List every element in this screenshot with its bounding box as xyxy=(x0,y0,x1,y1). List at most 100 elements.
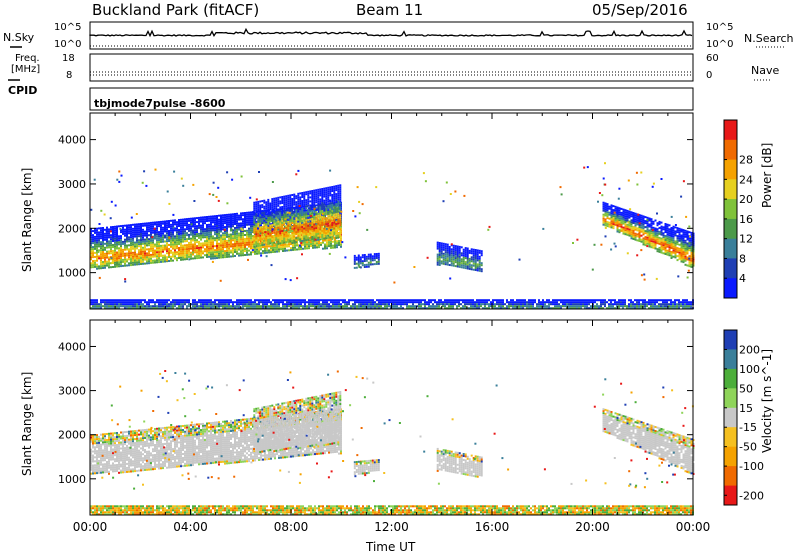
echo-cell xyxy=(150,305,152,308)
echo-cell xyxy=(150,241,152,244)
echo-cell xyxy=(668,228,671,231)
echo-cell xyxy=(375,253,378,255)
echo-cell xyxy=(299,236,302,239)
echo-cell xyxy=(158,251,160,254)
echo-cell xyxy=(286,243,288,246)
echo-cell xyxy=(120,265,122,268)
echo-cell xyxy=(130,232,132,235)
echo-cell xyxy=(288,245,290,248)
echo-cell xyxy=(337,202,340,205)
echo-cell xyxy=(92,254,94,257)
echo-cell xyxy=(690,235,693,238)
echo-cell xyxy=(311,202,314,204)
echo-cell xyxy=(293,239,296,242)
echo-cell xyxy=(299,230,302,233)
echo-cell xyxy=(610,206,613,209)
echo-cell xyxy=(305,199,308,202)
echo-cell xyxy=(301,208,304,210)
echo-cell xyxy=(265,237,268,240)
echo-cell xyxy=(126,260,128,263)
echo-cell xyxy=(337,228,340,231)
echo-cell xyxy=(311,214,314,216)
echo-cell xyxy=(253,205,256,208)
echo-cell xyxy=(120,257,122,260)
echo-cell xyxy=(317,212,320,215)
echo-cell xyxy=(464,263,467,266)
echo-cell xyxy=(346,303,348,306)
echo-cell xyxy=(224,244,226,247)
echo-cell xyxy=(162,220,164,223)
echo-cell xyxy=(220,248,222,251)
echo-cell xyxy=(140,303,142,306)
echo-cell xyxy=(274,224,276,227)
echo-cell xyxy=(96,257,98,260)
echo-cell xyxy=(269,224,272,227)
echo-cell xyxy=(281,208,284,210)
echo-cell xyxy=(298,305,300,308)
echo-cell xyxy=(275,217,278,220)
echo-cell xyxy=(164,260,166,263)
echo-cell xyxy=(337,226,340,229)
echo-cell xyxy=(442,244,445,247)
echo-cell xyxy=(172,233,174,236)
echo-cell xyxy=(334,240,336,243)
echo-cell xyxy=(680,260,683,263)
echo-cell xyxy=(106,238,108,241)
echo-cell xyxy=(317,238,320,241)
echo-cell xyxy=(380,301,382,304)
echo-cell xyxy=(676,249,679,252)
echo-cell xyxy=(646,230,649,233)
echo-cell xyxy=(230,217,232,220)
echo-cell xyxy=(378,299,380,302)
echo-cell xyxy=(316,240,318,243)
echo-cell xyxy=(364,307,366,310)
echo-cell xyxy=(192,249,194,252)
echo-cell xyxy=(327,200,330,203)
echo-cell xyxy=(289,234,292,237)
echo-cell xyxy=(138,257,140,260)
echo-cell xyxy=(214,225,216,228)
echo-cell xyxy=(337,222,340,225)
echo-cell xyxy=(307,196,310,199)
echo-cell xyxy=(214,221,216,224)
echo-cell xyxy=(196,217,198,220)
echo-cell xyxy=(273,221,276,224)
echo-cell xyxy=(134,243,136,246)
echo-cell xyxy=(297,226,300,229)
echo-cell xyxy=(287,204,290,207)
echo-cell xyxy=(248,305,250,308)
echo-cell xyxy=(309,222,312,225)
echo-cell xyxy=(220,234,222,237)
echo-cell xyxy=(648,243,651,246)
echo-cell xyxy=(134,233,136,236)
echo-cell xyxy=(222,250,224,253)
echo-cell xyxy=(240,238,242,241)
echo-cell xyxy=(436,255,439,258)
echo-cell xyxy=(114,259,116,262)
echo-cell xyxy=(662,238,665,241)
echo-cell xyxy=(318,307,320,310)
echo-cell xyxy=(232,239,234,242)
echo-cell xyxy=(314,244,316,247)
echo-cell xyxy=(265,213,268,216)
echo-cell xyxy=(291,220,294,222)
echo-cell xyxy=(289,198,292,201)
echo-cell xyxy=(291,214,294,216)
echo-cell xyxy=(442,254,445,257)
echo-cell xyxy=(176,231,178,234)
echo-cell xyxy=(335,217,338,220)
echo-cell xyxy=(230,237,232,240)
echo-cell xyxy=(144,246,146,249)
echo-cell xyxy=(242,248,244,251)
echo-cell xyxy=(265,211,268,214)
echo-cell xyxy=(328,305,330,308)
echo-cell xyxy=(98,235,100,238)
echo-cell xyxy=(626,233,629,236)
echo-cell xyxy=(311,222,314,224)
echo-cell xyxy=(96,243,98,246)
echo-cell xyxy=(620,207,623,210)
echo-cell xyxy=(126,248,128,251)
echo-cell xyxy=(210,231,212,234)
echo-cell xyxy=(244,240,246,242)
echo-cell xyxy=(690,251,693,254)
